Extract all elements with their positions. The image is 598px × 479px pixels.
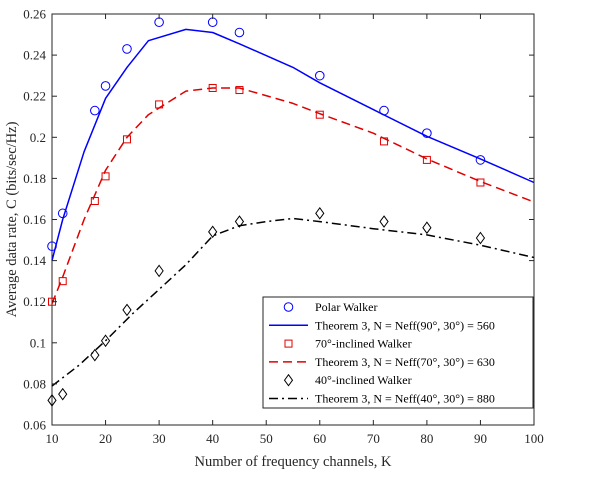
data-point-circle <box>314 70 325 81</box>
x-tick-label: 30 <box>153 431 166 446</box>
x-tick-label: 100 <box>524 431 544 446</box>
y-tick-label: 0.12 <box>23 294 46 309</box>
x-tick-label: 60 <box>313 431 326 446</box>
y-tick-label: 0.18 <box>23 171 46 186</box>
y-tick-label: 0.06 <box>23 418 46 433</box>
legend: Polar Walker Theorem 3, N = Neff(90°, 30°… <box>262 296 534 409</box>
legend-entry: Polar Walker <box>315 300 377 314</box>
data-point-square <box>122 135 131 144</box>
legend-entry: 70°-inclined Walker <box>315 337 412 351</box>
data-point-diamond <box>208 225 218 239</box>
y-tick-label: 0.1 <box>30 335 46 350</box>
legend-entry: Theorem 3, N = Neff(40°, 30°) = 880 <box>315 392 495 406</box>
x-tick-label: 50 <box>260 431 273 446</box>
y-tick-label: 0.2 <box>30 130 46 145</box>
data-point-diamond <box>475 231 486 245</box>
legend-entry: 40°-inclined Walker <box>315 373 412 387</box>
axes: 10 20 30 40 50 60 70 80 90 100 0.06 0.08 0.1 0.12 0.14… <box>23 7 544 447</box>
y-tick-label: 0.24 <box>23 48 46 63</box>
series-line-3 <box>51 87 535 305</box>
data-point-diamond <box>122 303 132 317</box>
x-axis-label: Number of frequency channels, K <box>195 454 392 470</box>
x-tick-label: 90 <box>474 431 487 446</box>
legend-marker-diamond <box>283 373 294 387</box>
data-point-diamond <box>234 215 245 228</box>
x-tick-label: 40 <box>206 431 219 446</box>
data-point-diamond <box>100 334 111 348</box>
data-point-square <box>422 155 431 164</box>
y-tick-label: 0.14 <box>23 253 46 268</box>
series-line-5 <box>51 217 535 387</box>
legend-entry: Theorem 3, N = Neff(70°, 30°) = 630 <box>315 355 495 369</box>
data-point-circle <box>90 105 100 116</box>
y-axis-label: Average data rate, C (bits/sec/Hz) <box>4 121 20 317</box>
data-point-diamond <box>422 221 432 235</box>
legend-marker-circle <box>283 302 294 312</box>
x-tick-label: 10 <box>46 431 59 446</box>
data-point-circle <box>100 81 111 91</box>
legend-marker-square <box>284 339 293 348</box>
y-tick-label: 0.26 <box>23 7 46 22</box>
x-tick-label: 70 <box>367 431 380 446</box>
data-point-circle <box>234 27 245 38</box>
plot-content <box>47 17 535 407</box>
series-line-1 <box>51 28 535 261</box>
y-tick-label: 0.08 <box>23 376 46 391</box>
data-point-diamond <box>315 206 325 220</box>
data-point-square <box>90 197 99 206</box>
data-point-square <box>101 172 110 181</box>
data-point-diamond <box>379 215 389 228</box>
x-tick-label: 20 <box>99 431 112 446</box>
data-point-circle <box>122 44 132 54</box>
data-point-diamond <box>154 264 164 278</box>
legend-entry: Theorem 3, N = Neff(90°, 30°) = 560 <box>315 318 495 332</box>
data-point-diamond <box>47 393 57 407</box>
legend-box <box>262 296 534 409</box>
x-tick-label: 80 <box>420 431 433 446</box>
data-point-square <box>235 86 244 95</box>
data-point-circle <box>422 128 432 138</box>
y-tick-label: 0.16 <box>23 212 46 227</box>
y-tick-label: 0.22 <box>23 89 46 104</box>
data-point-circle <box>475 155 486 165</box>
data-point-diamond <box>58 387 68 401</box>
